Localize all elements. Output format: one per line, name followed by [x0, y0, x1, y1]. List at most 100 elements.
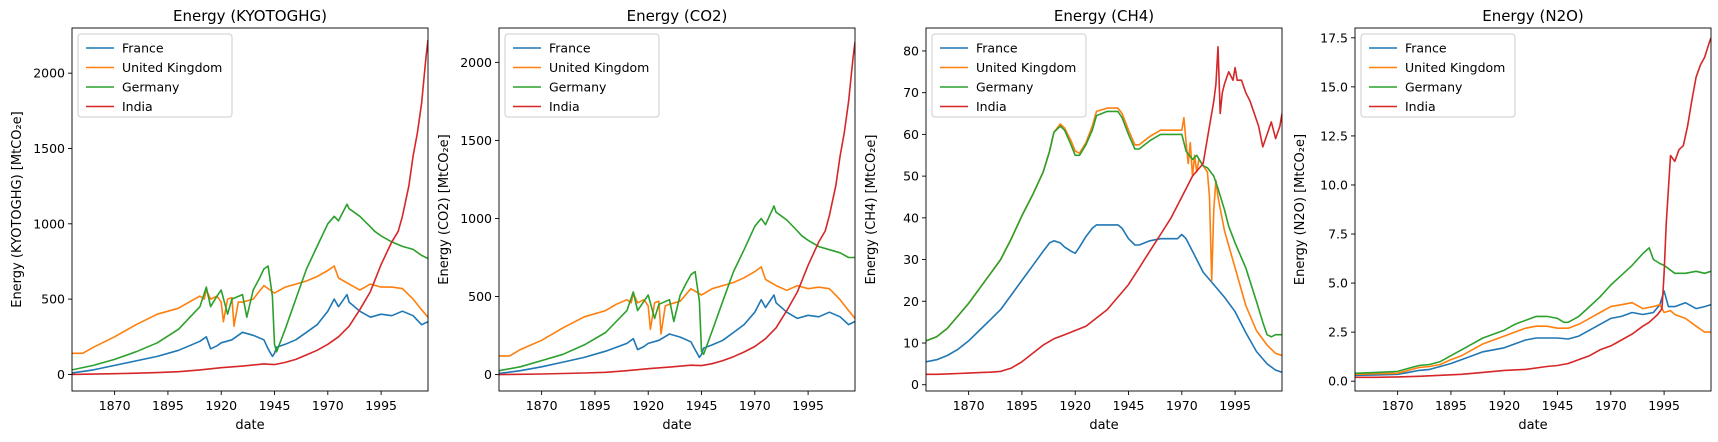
series-line-germany	[72, 203, 428, 371]
chart-title: Energy (CO2)	[627, 7, 728, 25]
chart-title: Energy (CH4)	[1054, 7, 1154, 25]
legend: France United Kingdom Germany India	[1360, 33, 1516, 118]
plot-frame	[498, 27, 856, 392]
y-tick-label: 7.5	[1328, 227, 1348, 242]
series-line-india	[1355, 37, 1711, 379]
x-tick-label: 1895	[152, 398, 184, 413]
y-tick-label: 2000	[33, 66, 65, 81]
legend-label: United Kingdom	[122, 60, 222, 75]
plot-frame	[71, 27, 429, 392]
x-tick-label: 1895	[1006, 398, 1038, 413]
series-line-united-kingdom	[1355, 301, 1711, 376]
plot-frame	[1354, 27, 1712, 392]
legend-label: Germany	[122, 80, 180, 95]
x-tick-label: 1920	[205, 398, 237, 413]
legend-label: India	[1405, 99, 1436, 114]
legend-box	[931, 33, 1087, 118]
chart-title: Energy (N2O)	[1482, 7, 1584, 25]
y-tick-label: 40	[903, 210, 919, 225]
legend-label: United Kingdom	[549, 60, 649, 75]
x-axis-label: date	[1089, 418, 1118, 433]
legend-box	[504, 33, 660, 118]
x-tick-label: 1920	[632, 398, 664, 413]
y-tick-label: 5.0	[1328, 276, 1348, 291]
legend: France United Kingdom Germany India	[77, 33, 233, 118]
legend-label: France	[976, 41, 1018, 56]
x-tick-label: 1945	[686, 398, 718, 413]
y-tick-label: 10.0	[1320, 177, 1348, 192]
legend-box	[77, 33, 233, 118]
series-line-india	[499, 42, 855, 376]
legend-label: United Kingdom	[976, 60, 1076, 75]
legend-label: India	[976, 99, 1007, 114]
x-tick-label: 1995	[1648, 398, 1680, 413]
chart-panel: 1870 1895 1920 1945 1970 1995 0 10 20 30 40 50 60 70 8…	[864, 7, 1283, 433]
series-line-france	[926, 224, 1282, 373]
series-line-france	[1355, 290, 1711, 377]
x-tick-label: 1920	[1059, 398, 1091, 413]
legend-box	[1360, 33, 1516, 118]
series-line-india	[72, 39, 428, 376]
x-tick-label: 1870	[953, 398, 985, 413]
y-tick-label: 500	[468, 289, 492, 304]
y-tick-label: 0	[57, 367, 65, 382]
x-tick-label: 1945	[1113, 398, 1145, 413]
series-line-germany	[1355, 247, 1711, 375]
legend-label: India	[549, 99, 580, 114]
series-line-france	[499, 294, 855, 375]
y-tick-label: 80	[903, 43, 919, 58]
legend-label: France	[549, 41, 591, 56]
y-tick-label: 0	[484, 367, 492, 382]
x-tick-label: 1995	[1219, 398, 1251, 413]
x-tick-label: 1870	[1382, 398, 1414, 413]
x-tick-label: 1970	[739, 398, 771, 413]
x-tick-label: 1995	[792, 398, 824, 413]
x-tick-label: 1970	[1166, 398, 1198, 413]
legend-label: Germany	[549, 80, 607, 95]
series-line-germany	[499, 205, 855, 372]
y-tick-label: 20	[903, 294, 919, 309]
series-line-united-kingdom	[499, 266, 855, 357]
y-tick-label: 1000	[33, 216, 65, 231]
x-tick-label: 1945	[1542, 398, 1574, 413]
x-axis-label: date	[1518, 418, 1547, 433]
x-axis-label: date	[662, 418, 691, 433]
chart-title: Energy (KYOTOGHG)	[173, 7, 327, 25]
series-line-united-kingdom	[926, 107, 1282, 357]
x-tick-label: 1870	[526, 398, 558, 413]
x-tick-label: 1895	[1435, 398, 1467, 413]
series-line-united-kingdom	[72, 265, 428, 355]
legend: France United Kingdom Germany India	[504, 33, 660, 118]
y-tick-label: 17.5	[1320, 30, 1348, 45]
y-tick-label: 1000	[460, 211, 492, 226]
y-axis-label: Energy (CO2) [MtCO₂e]	[437, 134, 452, 284]
legend-label: France	[122, 41, 164, 56]
y-tick-label: 60	[903, 127, 919, 142]
x-tick-label: 1970	[312, 398, 344, 413]
chart-panel: 1870 1895 1920 1945 1970 1995 0 500 1000 1500 2000…	[437, 7, 856, 433]
y-tick-label: 2000	[460, 55, 492, 70]
legend-label: France	[1405, 41, 1447, 56]
y-tick-label: 1500	[460, 133, 492, 148]
x-tick-label: 1970	[1595, 398, 1627, 413]
y-tick-label: 15.0	[1320, 79, 1348, 94]
y-tick-label: 0.0	[1328, 374, 1348, 389]
legend: France United Kingdom Germany India	[931, 33, 1087, 118]
y-tick-label: 70	[903, 85, 919, 100]
plot-frame	[925, 27, 1283, 392]
x-tick-label: 1920	[1488, 398, 1520, 413]
y-tick-label: 1500	[33, 141, 65, 156]
x-tick-label: 1995	[365, 398, 397, 413]
chart-panel: 1870 1895 1920 1945 1970 1995 0 500 1000 1500 2000…	[10, 7, 429, 433]
y-axis-label: Energy (CH4) [MtCO₂e]	[864, 134, 879, 284]
x-tick-label: 1870	[99, 398, 131, 413]
y-tick-label: 2.5	[1328, 325, 1348, 340]
y-tick-label: 0	[911, 377, 919, 392]
legend-label: United Kingdom	[1405, 60, 1505, 75]
legend-label: Germany	[1405, 80, 1463, 95]
legend-label: India	[122, 99, 153, 114]
x-tick-label: 1945	[259, 398, 291, 413]
series-line-germany	[926, 110, 1282, 342]
y-tick-label: 12.5	[1320, 128, 1348, 143]
